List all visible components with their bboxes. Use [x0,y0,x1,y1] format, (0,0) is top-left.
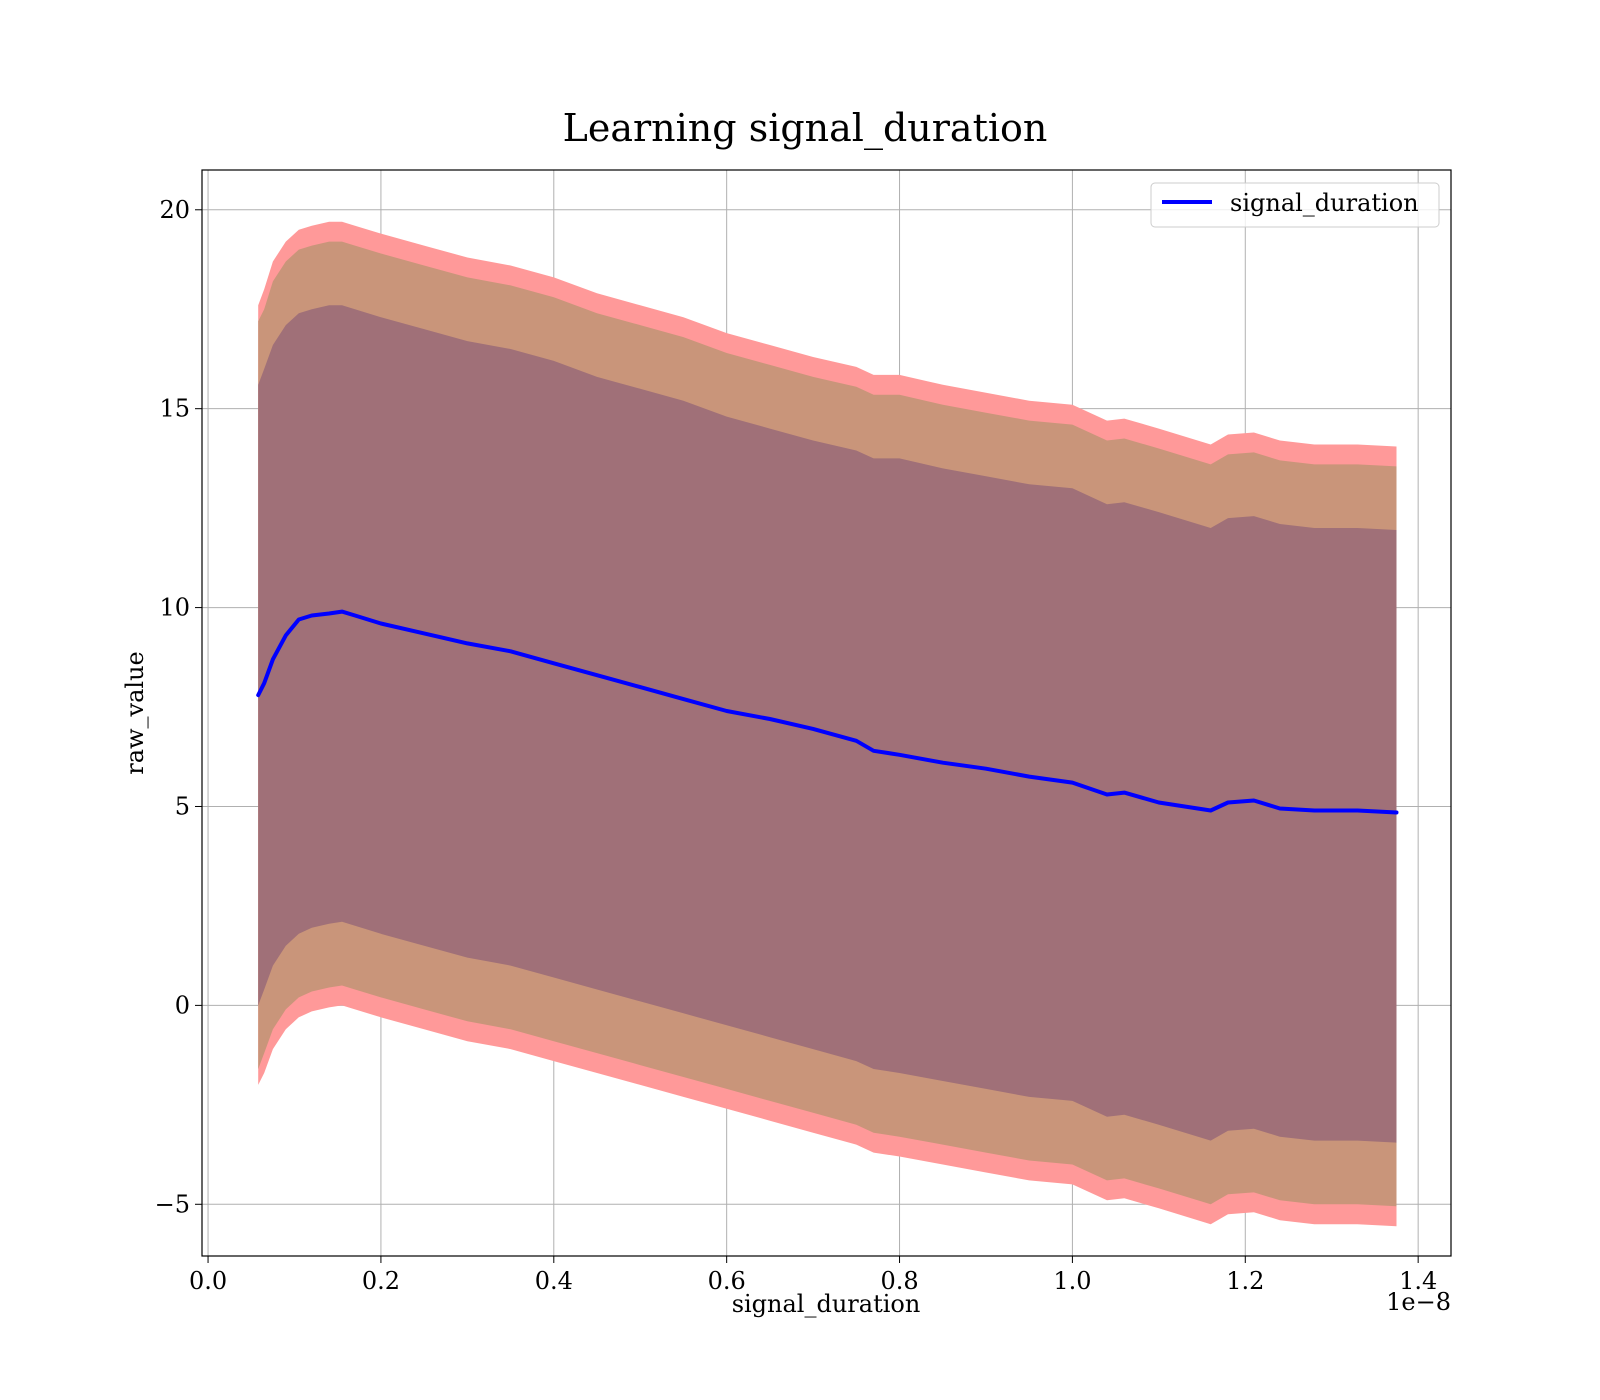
x-tick-label: 0.4 [535,1267,573,1295]
x-tick-label: 1.2 [1226,1267,1264,1295]
x-tick-label: 1.0 [1053,1267,1091,1295]
x-axis-label: signal_duration [732,1290,921,1318]
plot-frame [201,169,1452,1257]
y-axis-ticks: −5 0 5 10 15 20 [155,196,202,1218]
y-tick-label: 0 [175,991,190,1019]
inner-band [258,305,1397,1143]
y-tick-label: 5 [175,792,190,820]
x-axis-offset-label: 1e−8 [1386,1288,1451,1316]
y-tick-label: 10 [159,594,190,622]
y-tick-label: −5 [155,1190,190,1218]
legend: signal_duration [1150,182,1440,228]
x-tick-label: 1.4 [1399,1267,1437,1295]
x-tick-label: 0.6 [708,1267,746,1295]
x-axis-ticks: 0.0 0.2 0.4 0.6 0.8 1.0 1.2 1.4 [189,1256,1437,1295]
y-tick-label: 20 [159,196,190,224]
x-tick-label: 0.2 [362,1267,400,1295]
confidence-bands [258,221,1397,1227]
x-tick-label: 0.8 [880,1267,918,1295]
legend-box [1150,182,1440,228]
series-lines [256,609,1399,815]
y-axis-label: raw_value [121,651,149,775]
series-line-signal-duration [256,609,1399,815]
legend-label: signal_duration [1230,189,1419,217]
chart-title: Learning signal_duration [563,106,1048,151]
y-tick-label: 15 [159,395,190,423]
x-tick-label: 0.0 [189,1267,227,1295]
